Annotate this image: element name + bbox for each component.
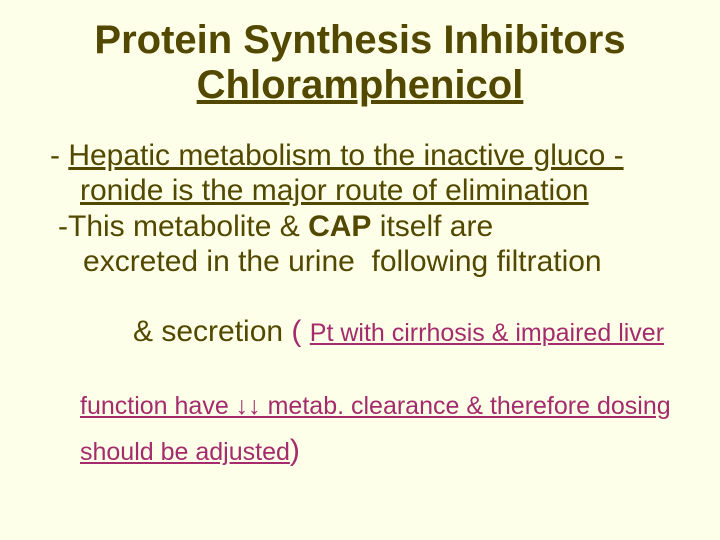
slide-title: Protein Synthesis Inhibitors Chloramphen… (40, 18, 680, 108)
note-line3: should be adjusted (80, 438, 290, 466)
b2-bold: CAP (308, 210, 371, 243)
b2-c: itself are (371, 210, 493, 243)
bullet-1-cont: ronide is the major route of elimination (50, 173, 680, 208)
body-content: - Hepatic metabolism to the inactive glu… (40, 138, 680, 472)
bullet-dash: - (50, 139, 68, 172)
bullet-2: -This metabolite & CAP itself are (50, 209, 680, 244)
note-line2: function have ↓↓ metab. clearance & ther… (50, 383, 680, 431)
paren-open: ( (283, 315, 310, 348)
note-line3-wrap: should be adjusted) (50, 430, 680, 472)
bullet-2-line3: & secretion ( Pt with cirrhosis & impair… (50, 280, 680, 383)
title-line-1: Protein Synthesis Inhibitors (40, 18, 680, 63)
title-line-2: Chloramphenicol (40, 63, 680, 108)
b2-a: -This metabolite & (58, 210, 308, 243)
bullet-2-line2: excreted in the urine following filtrati… (50, 244, 680, 279)
bullet-1: - Hepatic metabolism to the inactive glu… (50, 138, 680, 173)
paren-close: ) (290, 434, 300, 467)
secretion-text: & secretion (108, 315, 283, 348)
note-line1: Pt with cirrhosis & impaired liver (310, 319, 664, 347)
bullet-1-text: Hepatic metabolism to the inactive gluco… (68, 139, 623, 172)
slide: Protein Synthesis Inhibitors Chloramphen… (0, 0, 720, 540)
